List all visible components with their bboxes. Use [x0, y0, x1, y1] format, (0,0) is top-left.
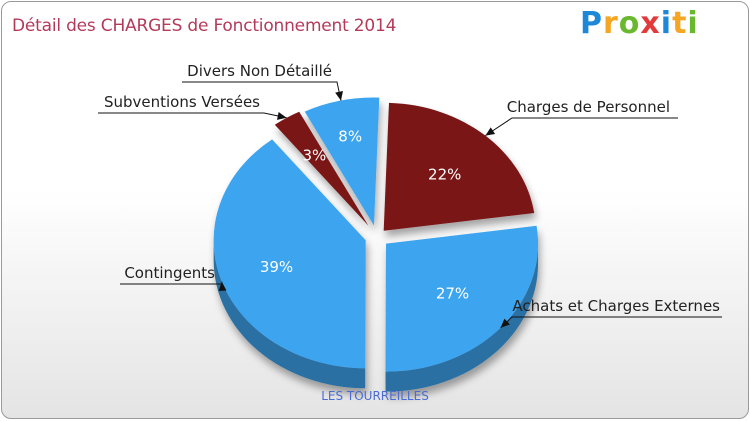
pie-slice-percent: 22%	[428, 166, 461, 184]
callout-line	[501, 317, 722, 328]
callout-line	[98, 113, 287, 118]
town-name: LES TOURREILLES	[2, 389, 748, 403]
callout-arrow	[335, 91, 343, 101]
pie-group	[214, 98, 538, 392]
callout-arrow	[485, 127, 495, 135]
callout-line	[120, 282, 222, 284]
callout-label: Charges de Personnel	[507, 98, 670, 116]
callout-line	[485, 118, 678, 136]
pie-slice-percent: 27%	[436, 284, 469, 302]
pie-slice-percent: 3%	[303, 146, 327, 164]
callout-label: Contingents	[124, 264, 215, 282]
callout-label: Divers Non Détaillé	[187, 62, 332, 80]
callout-label: Subventions Versées	[104, 93, 260, 111]
pie-slice-percent: 8%	[338, 128, 362, 146]
callout-label: Achats et Charges Externes	[512, 297, 720, 315]
pie-slice-percent: 39%	[260, 258, 293, 276]
